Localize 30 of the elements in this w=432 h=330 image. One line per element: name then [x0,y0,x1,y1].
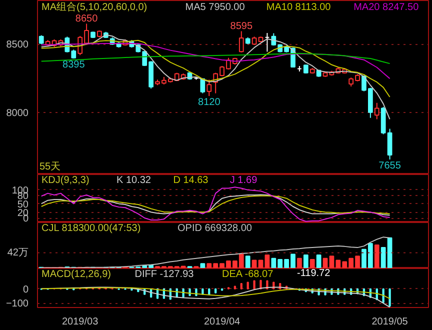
series-label: J 1.69 [230,174,258,186]
x-tick-label: 2019/03 [62,316,99,328]
chart-title: MACD(12,26,9) [42,268,111,280]
series-label: DIFF -127.93 [134,268,194,280]
annotation: 8595 [230,21,253,32]
chart-title: KDJ(9,3,3) [42,174,90,186]
chart-title: CJL 818300.00(47:53) [42,222,141,234]
text: MA10 8113.00 [266,2,332,14]
annotation: 7655 [378,160,402,172]
series-label: K 10.32 [116,174,152,186]
series-label: DEA -68.07 [222,268,274,280]
y-tick-label: 8500 [6,40,29,51]
annotation: 8395 [62,60,86,70]
y-tick-label: 0 [22,284,29,296]
annotation: 55天 [40,162,61,172]
x-tick-label: 2019/04 [204,316,241,328]
y-tick-label: 50 [17,199,29,210]
text: MA5 7950.00 [185,2,246,14]
annotation: 8650 [75,14,98,25]
annotation: 8120 [198,97,221,108]
y-tick-label: 42万 [7,247,28,258]
text: D 14.63 [173,174,209,186]
chart-title: MA组合(5,10,20,60,0,0) [42,1,148,14]
x-tick-label: 2019/05 [372,316,408,328]
y-tick-label: 8000 [6,108,29,119]
series-label: OPID 669328.00 [178,222,252,234]
text: MA20 8247.50 [354,2,420,14]
series-label: -119.72 [297,268,331,279]
y-tick-label: 0 [22,214,29,225]
y-tick-label: −100 [6,298,29,310]
